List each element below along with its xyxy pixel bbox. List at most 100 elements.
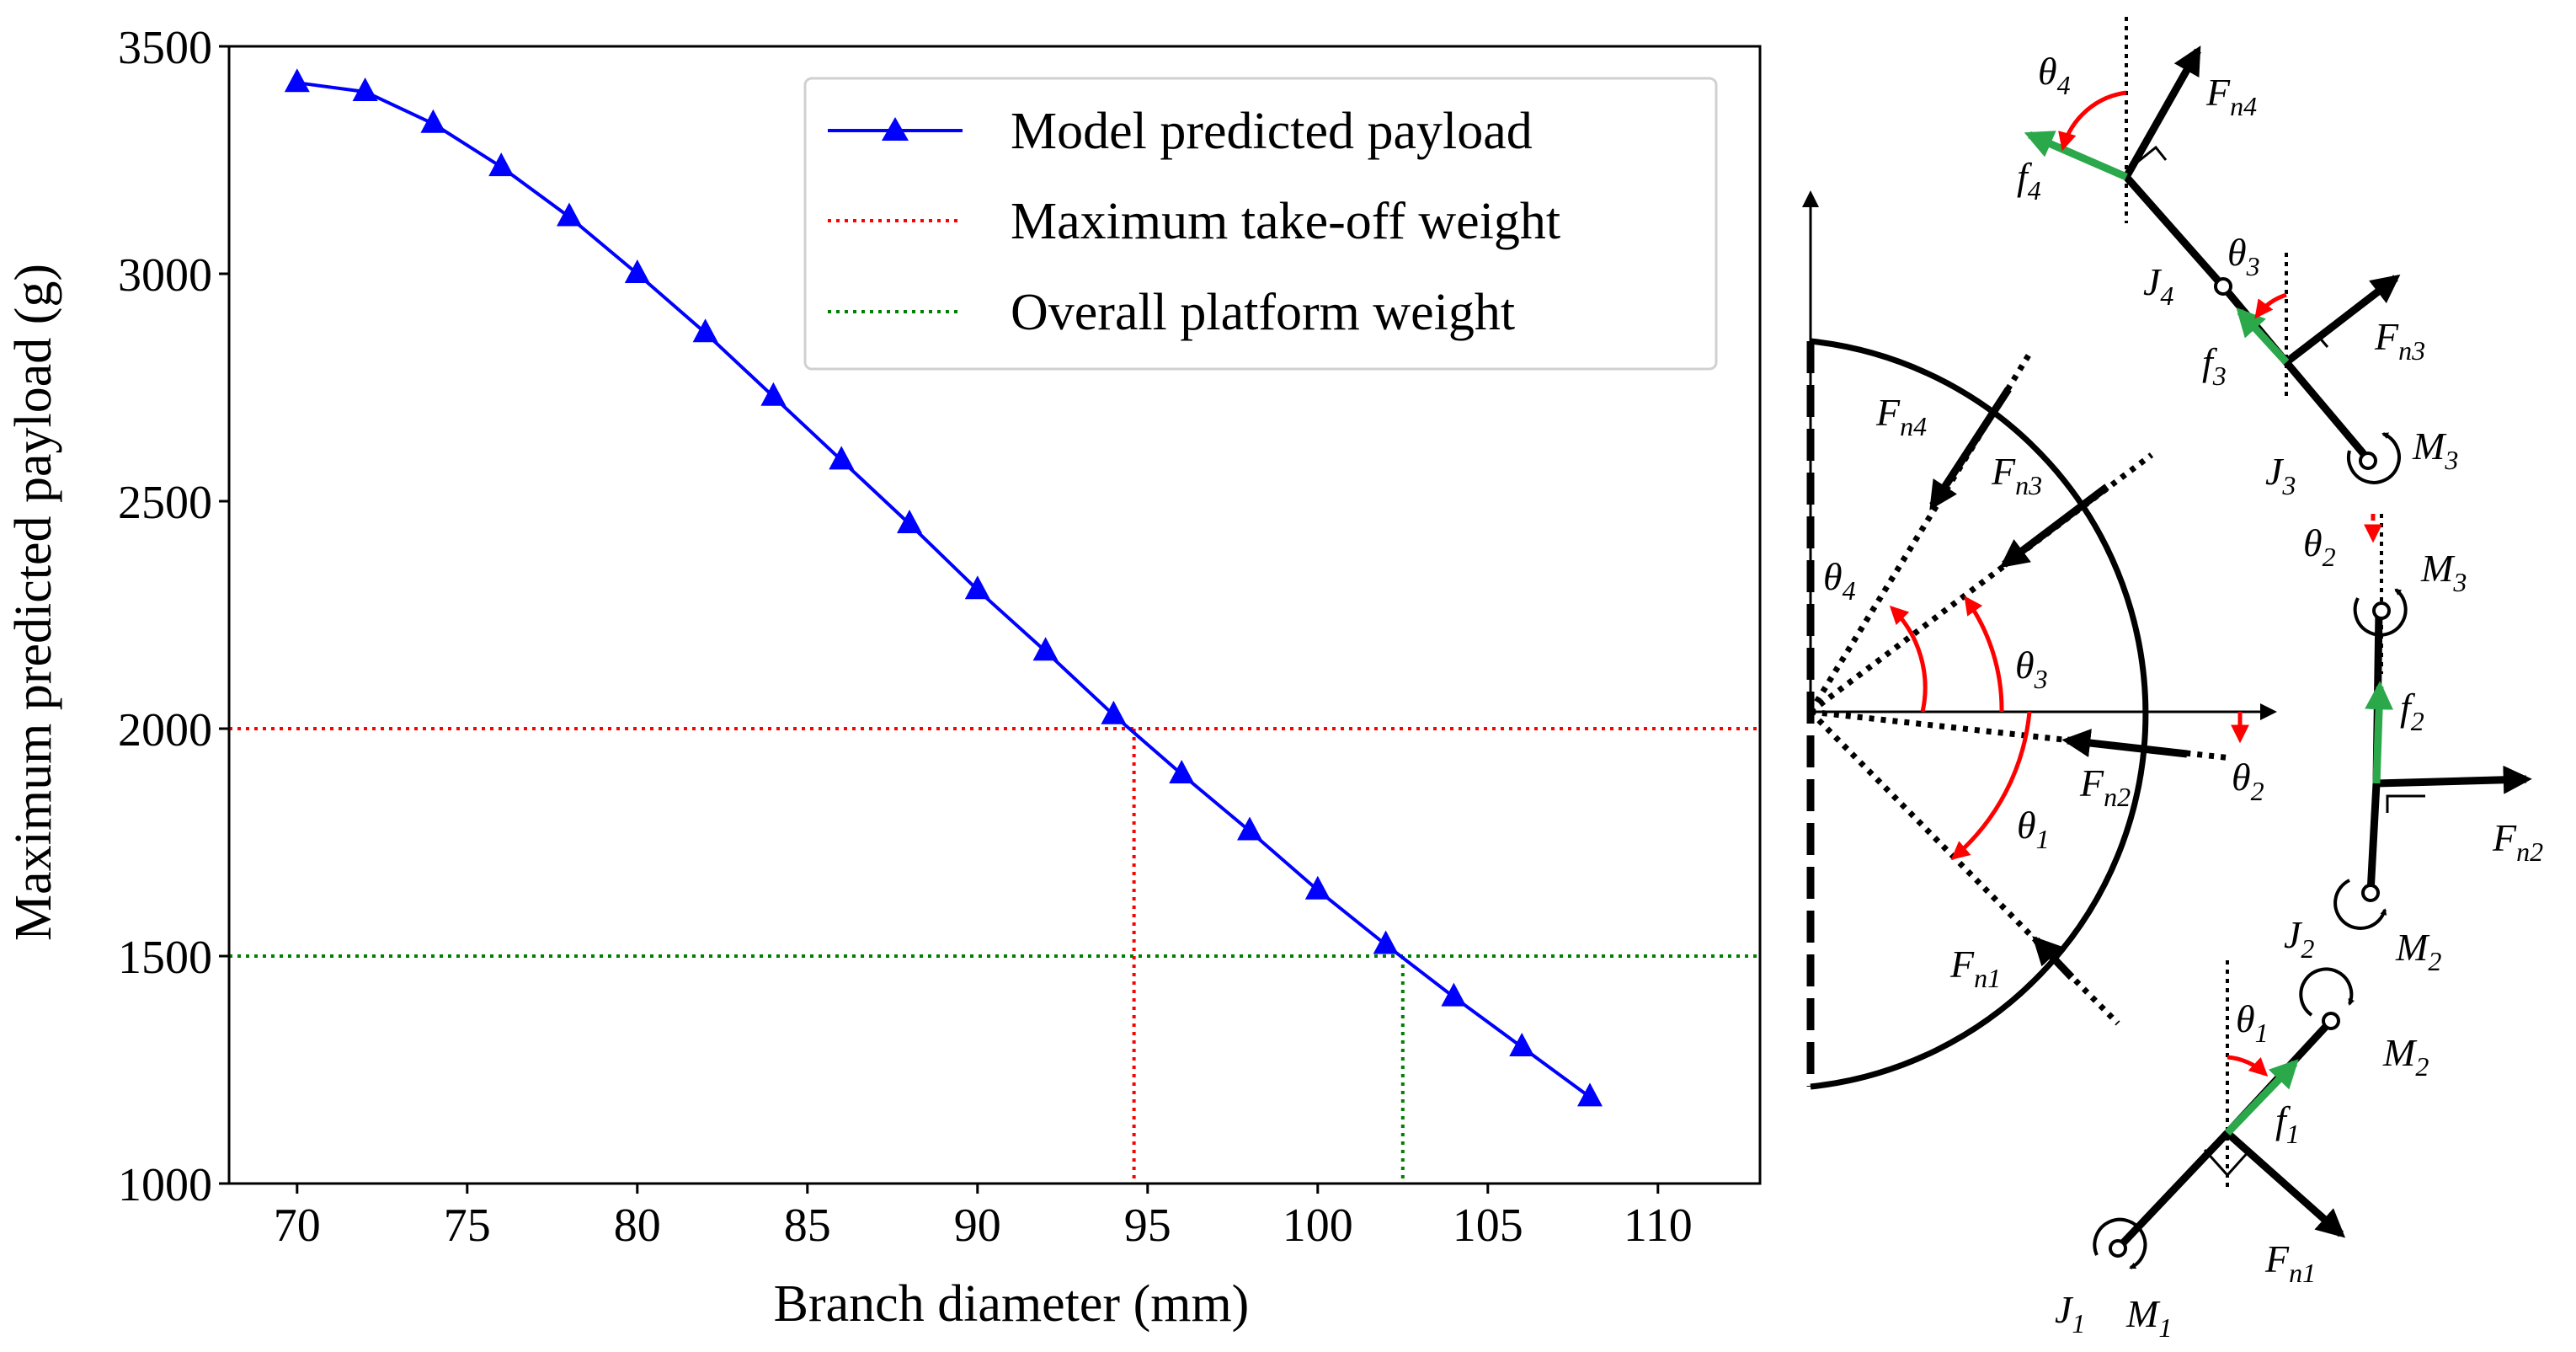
joint-M2 [2322,1012,2340,1030]
branch-arc [1810,338,2149,1090]
link-4 [2123,174,2227,289]
angle-arc-theta3 [1964,596,2004,713]
friction-f2 [2365,681,2394,784]
label-theta3-left: θ3 [2015,644,2048,694]
data-point [624,259,650,283]
joint-M3 [2372,601,2391,620]
friction-f4 [2024,131,2128,181]
data-point [352,77,378,101]
label-f4: f4 [2017,155,2041,206]
data-point [420,109,446,133]
label-Fn3-right: Fn3 [2374,315,2425,366]
moment-arc-M1 [2093,1217,2147,1269]
moment-arc-M3-mid [2353,588,2408,637]
y-tick-label: 3000 [118,249,212,302]
friction-f3 [2236,307,2290,366]
moment-arc-M2-bot [2299,967,2355,1017]
reference-lines [229,727,1760,1184]
legend-box [803,77,1718,371]
data-point [284,68,310,93]
legend: Model predicted payload Maximum take-off… [803,77,1718,371]
legend-label-payload: Model predicted payload [1011,103,1533,160]
label-theta2-right: θ2 [2303,521,2336,572]
x-tick-label: 100 [1283,1200,1353,1252]
label-J4: J4 [2143,260,2173,311]
moment-arc-M3-top [2346,432,2401,484]
normal-force-arrow-3 [1999,484,2109,569]
data-point [829,446,855,470]
label-theta2-left: θ2 [2232,756,2264,806]
angle-theta4-right [2058,90,2127,152]
x-tick-label: 80 [614,1200,661,1252]
data-point [1304,875,1331,900]
series-layer [284,68,1603,1107]
label-theta1-left: θ1 [2017,804,2050,854]
data-point [1509,1033,1535,1056]
x-tick-label: 110 [1624,1200,1693,1252]
label-Fn1-right: Fn1 [2264,1237,2316,1288]
friction-f1 [2224,1059,2299,1136]
label-Fn4-right: Fn4 [2205,71,2257,121]
link-3b [2283,360,2371,462]
label-Fn4-left: Fn4 [1875,391,1927,441]
semicircle-diagram: Fn4 Fn3 Fn2 Fn1 θ4 θ3 θ2 θ1 [1802,190,2277,1090]
angle-theta3-right [2254,292,2287,319]
y-tick-label: 1500 [118,932,212,984]
data-point [964,575,990,600]
x-tick-label: 85 [784,1200,831,1252]
normal-force-Fn3 [2284,274,2401,366]
data-point [1169,760,1195,783]
right-angle-4 [2134,145,2168,166]
label-f2: f2 [2400,686,2424,736]
link-2b [2366,783,2381,894]
angle-theta1-right [2227,1055,2269,1077]
data-point [488,152,515,177]
data-point [1032,637,1059,661]
label-M1: M1 [2125,1292,2172,1343]
joint-J2 [2361,884,2380,902]
y-tick-label: 3500 [118,22,212,74]
label-J1: J1 [2055,1288,2085,1339]
joint-J3 [2359,452,2377,470]
data-point [1577,1082,1603,1107]
data-point [557,202,582,227]
data-point [760,382,787,406]
payload-chart: 70 75 80 85 90 95 100 105 110 1000 1500 2000 2500 300… [5,22,1762,1333]
x-tick-label: 75 [444,1200,491,1252]
legend-marker-payload [882,117,909,141]
y-tick-label: 2500 [118,477,212,529]
label-Fn3-left: Fn3 [1991,450,2042,500]
dotted-line-1 [1808,709,2120,1026]
data-point [1101,700,1127,724]
label-M2-mid: M2 [2395,926,2441,976]
data-point [1237,816,1262,841]
data-point [897,510,922,533]
normal-force-Fn2 [2376,765,2532,794]
data-point [692,318,718,343]
normal-force-arrow-2 [2061,729,2188,758]
x-tick-label: 70 [274,1200,321,1252]
label-M3-top: M3 [2412,425,2458,475]
label-theta1-right: θ1 [2236,997,2269,1048]
y-tick-label: 1000 [118,1159,212,1211]
label-Fn2-left: Fn2 [2079,762,2131,812]
right-angle-3 [2296,333,2329,354]
linkage-diagram: θ4 Fn4 f4 J4 θ3 Fn3 f3 J3 M3 θ2 M3 f2 Fn… [2017,17,2543,1343]
angle-arc-theta4 [1889,605,1928,713]
data-point [1441,982,1467,1007]
x-axis-label: Branch diameter (mm) [774,1275,1250,1333]
label-f1: f1 [2275,1098,2300,1149]
x-tick-label: 95 [1124,1200,1171,1252]
label-M3-mid: M3 [2420,547,2467,597]
label-theta3-right: θ3 [2227,231,2260,281]
axis-ticks: 70 75 80 85 90 95 100 105 110 1000 1500 2000 2500 300… [118,22,1693,1252]
label-Fn1-left: Fn1 [1949,943,2001,993]
normal-force-arrow-1 [2032,936,2075,981]
label-J3: J3 [2265,450,2296,500]
normal-force-arrow-4 [1929,387,2012,510]
link-1b [2115,1130,2231,1252]
data-point [1373,930,1399,954]
x-tick-label: 90 [954,1200,1001,1252]
y-axis-label: Maximum predicted payload (g) [5,264,62,941]
